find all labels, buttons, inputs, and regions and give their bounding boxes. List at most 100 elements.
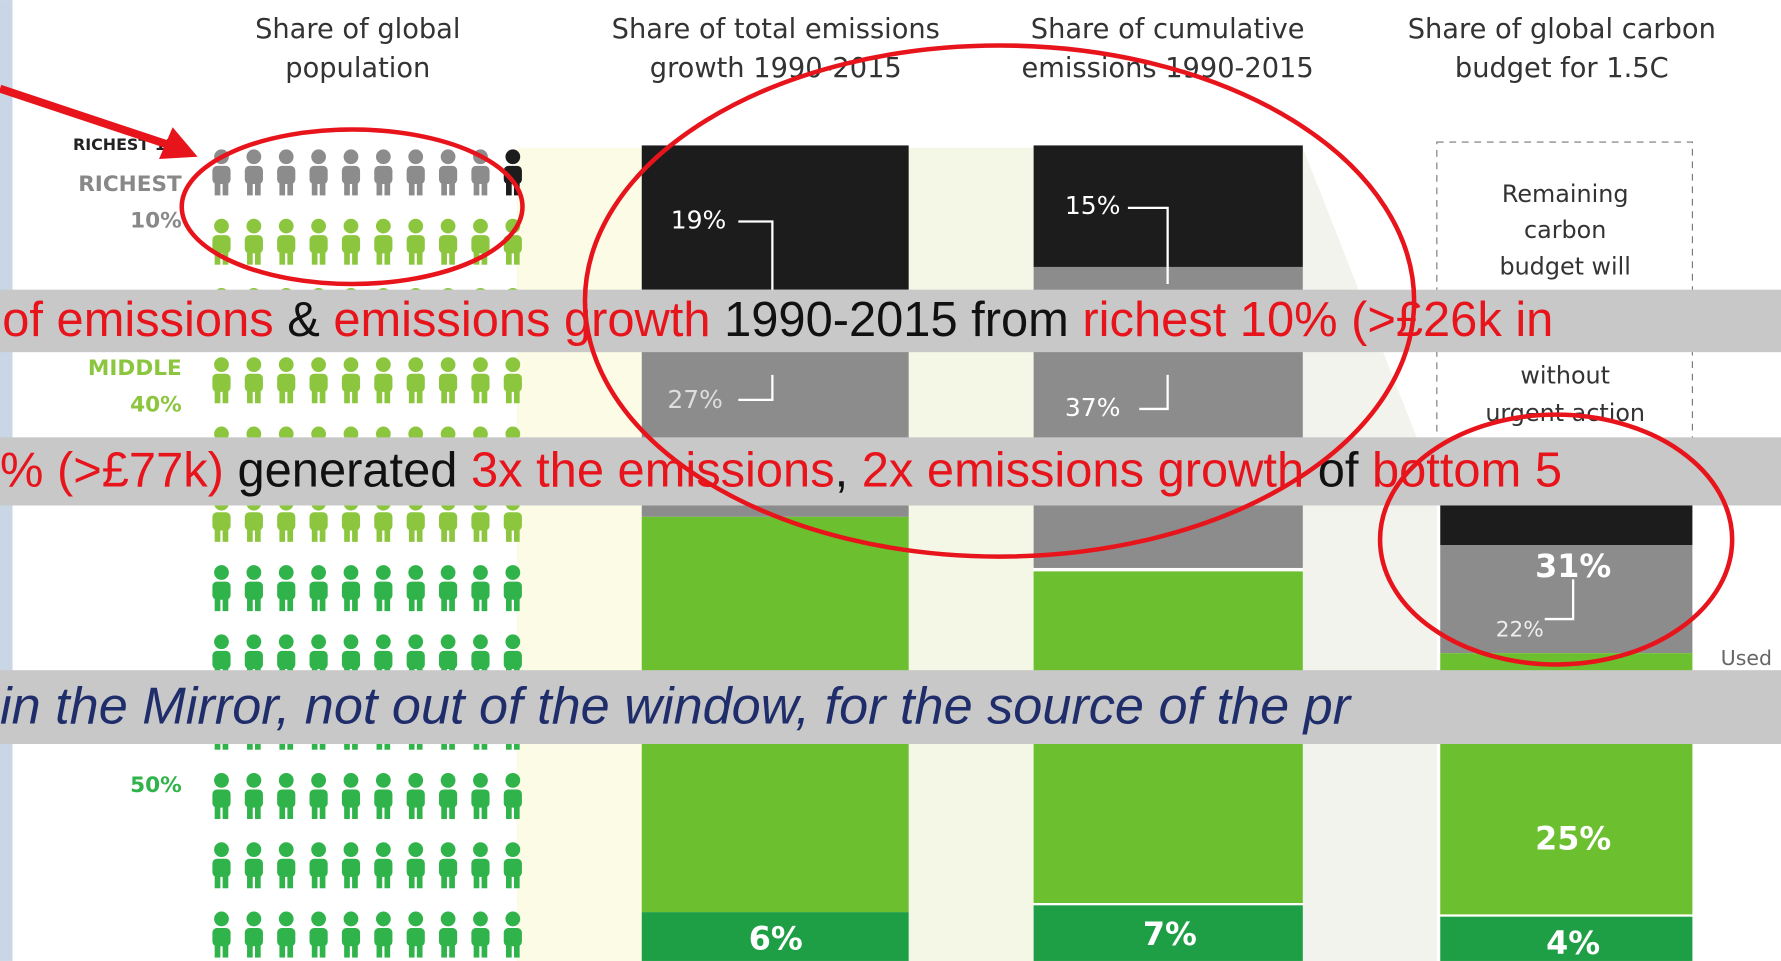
bar-label: 6% — [749, 921, 803, 958]
head — [440, 911, 456, 927]
budget-note: without — [1520, 362, 1610, 390]
person-icon — [471, 357, 490, 404]
leg — [376, 941, 383, 958]
leg — [214, 941, 221, 958]
connector — [1127, 206, 1169, 284]
head — [311, 842, 326, 858]
leg — [247, 872, 253, 889]
person-icon — [309, 218, 328, 265]
head — [473, 357, 488, 373]
bar-segment — [1440, 545, 1693, 654]
person-icon — [244, 357, 263, 404]
leg — [376, 248, 383, 265]
head — [440, 218, 456, 234]
leg — [311, 595, 318, 612]
leg — [344, 248, 350, 265]
head — [214, 772, 229, 788]
person-icon — [341, 911, 361, 958]
leg — [481, 872, 488, 889]
person-icon — [439, 565, 458, 612]
head — [311, 565, 326, 580]
leg — [352, 803, 358, 819]
leg — [214, 872, 221, 889]
leg — [311, 803, 318, 819]
head — [408, 911, 424, 927]
leg — [344, 179, 350, 196]
bar-label: 31% — [1535, 548, 1611, 585]
leg — [449, 179, 455, 196]
head — [214, 357, 229, 373]
body — [244, 928, 263, 947]
leg — [214, 179, 221, 196]
leg — [473, 595, 480, 612]
head — [505, 772, 521, 788]
leg — [344, 872, 350, 889]
head — [246, 565, 262, 580]
bar-label: 27% — [667, 385, 723, 414]
body — [309, 581, 328, 600]
leg — [408, 525, 415, 542]
leg — [352, 387, 358, 404]
leg — [214, 387, 221, 404]
banner-segment: bottom 5 — [1372, 444, 1562, 498]
banner — [0, 437, 1781, 506]
head — [311, 634, 326, 650]
leg — [319, 179, 326, 196]
head — [343, 218, 359, 234]
leg — [416, 525, 423, 542]
person-icon — [309, 565, 328, 612]
leg — [416, 248, 423, 265]
body — [277, 928, 296, 947]
leg — [449, 387, 455, 404]
bar-segment — [1033, 905, 1303, 961]
leg — [214, 595, 221, 612]
arrow — [0, 84, 172, 150]
leg — [319, 872, 326, 889]
leg — [449, 941, 455, 958]
person-icon — [439, 842, 458, 889]
person-icon — [406, 218, 425, 265]
head — [473, 218, 488, 234]
person-icon — [244, 149, 263, 196]
leg — [311, 248, 318, 265]
bar-segment — [641, 912, 909, 961]
head — [343, 772, 359, 788]
leg — [222, 941, 229, 958]
connector — [1544, 579, 1575, 621]
banners: of emissions & emissions growth 1990-201… — [0, 289, 1781, 745]
banner-segment: & — [274, 293, 334, 347]
leg — [384, 179, 391, 196]
head — [473, 565, 488, 580]
connector — [738, 220, 774, 296]
person-icon — [374, 218, 393, 265]
leg — [506, 872, 512, 889]
head — [311, 772, 326, 788]
leg — [311, 179, 318, 196]
leg — [481, 595, 488, 612]
head — [343, 911, 359, 927]
leg — [408, 387, 415, 404]
head — [246, 634, 262, 650]
leg — [344, 525, 350, 542]
leg — [408, 595, 415, 612]
person-icon — [212, 911, 231, 958]
leg — [214, 803, 221, 819]
leg — [287, 387, 294, 404]
body — [212, 928, 231, 947]
person-icon — [277, 149, 296, 196]
leg — [352, 941, 358, 958]
connector — [1139, 374, 1169, 411]
leg — [416, 872, 423, 889]
leg — [449, 872, 455, 889]
leg — [408, 872, 415, 889]
head — [505, 842, 521, 858]
highlight-ellipse — [1377, 412, 1735, 667]
head — [440, 565, 456, 580]
leg — [473, 179, 480, 196]
leg — [441, 803, 447, 819]
head — [440, 357, 456, 373]
person-icon — [309, 842, 328, 889]
leg — [376, 525, 383, 542]
leg — [344, 941, 350, 958]
person-icon — [471, 911, 490, 958]
